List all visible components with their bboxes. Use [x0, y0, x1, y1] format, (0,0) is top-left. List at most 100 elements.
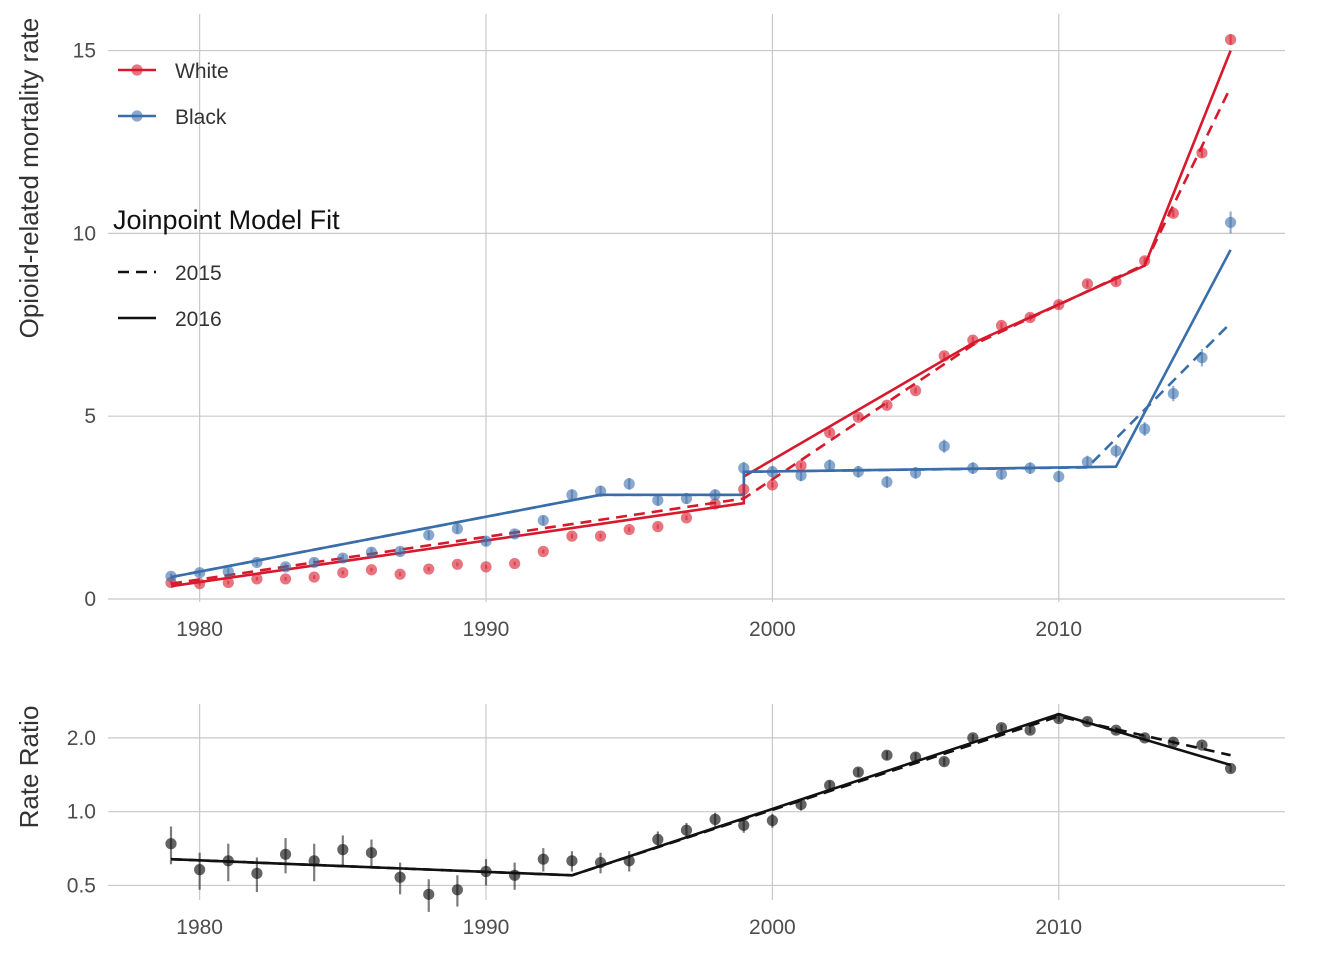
- x-tick-label: 1980: [176, 916, 223, 939]
- black-point: [222, 566, 234, 578]
- white-point: [652, 521, 664, 533]
- rate-ratio-point: [251, 867, 263, 879]
- y-tick-label: 5: [84, 405, 96, 428]
- rate-ratio-point: [795, 798, 807, 811]
- white-point: [251, 573, 263, 585]
- rate-ratio-point: [1024, 724, 1036, 736]
- black-point: [537, 514, 549, 527]
- x-tick-label: 2010: [1035, 618, 1082, 641]
- black-point: [279, 561, 292, 573]
- black-point: [623, 478, 635, 490]
- x-tick-label: 2000: [749, 916, 796, 939]
- white-fit-2016-line: [170, 50, 1232, 588]
- legend-fit-2016-label: 2016: [175, 308, 222, 331]
- white-point: [308, 571, 320, 583]
- white-point: [594, 530, 607, 542]
- white-point: [680, 512, 693, 524]
- black-point: [652, 494, 664, 506]
- rate-ratio-point: [509, 869, 521, 881]
- white-point: [1167, 207, 1179, 219]
- white-point: [1224, 33, 1237, 46]
- black-point: [194, 567, 206, 579]
- rate-ratio-point: [1081, 716, 1094, 728]
- black-point: [394, 545, 406, 558]
- black-point: [995, 468, 1008, 480]
- rate-ratio-point: [852, 766, 864, 778]
- white-point: [566, 530, 578, 542]
- rate-ratio-point: [337, 844, 349, 856]
- white-point: [1196, 147, 1208, 159]
- legend-white-swatch-point: [131, 64, 143, 76]
- rate-ratio-point: [1224, 762, 1237, 775]
- black-point: [909, 467, 922, 479]
- white-point: [738, 483, 750, 495]
- white-point: [623, 523, 635, 536]
- white-point: [423, 563, 435, 575]
- rate-ratio-y-axis-title: Rate Ratio: [14, 706, 44, 829]
- black-point: [165, 570, 177, 582]
- rate-ratio-point: [594, 856, 607, 869]
- black-point: [251, 556, 263, 569]
- legend-model-title: Joinpoint Model Fit: [113, 205, 340, 235]
- y-tick-label: 15: [73, 40, 96, 63]
- black-point: [824, 459, 836, 472]
- rate-ratio-point: [394, 871, 406, 883]
- black-fit-2015-line: [170, 322, 1232, 579]
- white-point: [1081, 278, 1094, 290]
- black-point: [1224, 216, 1237, 229]
- rate-ratio-point: [623, 855, 635, 867]
- legend-white-label: White: [175, 60, 229, 83]
- black-point: [1139, 423, 1151, 435]
- rate-ratio-point: [738, 819, 750, 831]
- white-point: [365, 564, 378, 576]
- rate-ratio-point: [1053, 712, 1065, 725]
- rate-ratio-point: [680, 824, 693, 836]
- black-point: [1110, 445, 1122, 457]
- rate-ratio-point: [938, 756, 950, 768]
- white-point: [1139, 255, 1151, 267]
- x-tick-label: 1980: [176, 618, 223, 641]
- rate-ratio-point: [165, 838, 177, 850]
- black-point: [566, 489, 578, 501]
- black-point: [967, 462, 979, 474]
- black-point: [680, 492, 693, 505]
- black-fit-2016-line: [170, 249, 1232, 579]
- mortality-rate-fit-lines: [170, 50, 1232, 588]
- black-point: [509, 528, 521, 540]
- rate-ratio-point: [995, 722, 1008, 734]
- x-tick-label: 1990: [463, 618, 510, 641]
- black-point: [594, 485, 607, 497]
- mortality-rate-y-axis-title: Opioid-related mortality rate: [14, 18, 44, 339]
- black-point: [480, 535, 492, 547]
- white-point: [222, 576, 234, 589]
- white-point: [1110, 276, 1122, 288]
- legend-black-label: Black: [175, 106, 227, 129]
- rate-ratio-point: [423, 888, 435, 900]
- black-point: [451, 523, 463, 535]
- rate-ratio-point: [279, 848, 292, 860]
- legend-black-swatch-point: [131, 110, 143, 122]
- white-point: [881, 399, 893, 411]
- rate-ratio-point: [537, 853, 549, 865]
- legend-fit-2015-label: 2015: [175, 262, 222, 285]
- y-tick-label: 0: [84, 588, 96, 611]
- rate-ratio-point: [909, 751, 922, 763]
- rate-ratio-panel: 1980 1990 2000 2010 0.5 1.0 2.0 Rate Ratio: [14, 704, 1285, 939]
- y-tick-label: 1.0: [67, 801, 96, 824]
- rate-ratio-point: [1139, 732, 1151, 744]
- rate-ratio-point: [480, 865, 492, 878]
- y-tick-label: 0.5: [67, 874, 96, 897]
- white-point: [480, 561, 492, 573]
- rate-ratio-point: [308, 855, 320, 867]
- black-point: [766, 466, 778, 478]
- black-point: [1081, 456, 1094, 468]
- white-point: [967, 334, 979, 346]
- y-tick-label: 2.0: [67, 727, 96, 750]
- white-point: [909, 385, 922, 397]
- white-point: [938, 350, 950, 362]
- mortality-rate-panel: 1980 1990 2000 2010 0 5 10 15 Opioid-related mo…: [14, 14, 1285, 641]
- white-point: [451, 558, 463, 570]
- mortality-rate-points: [165, 33, 1237, 590]
- white-point: [1024, 311, 1036, 324]
